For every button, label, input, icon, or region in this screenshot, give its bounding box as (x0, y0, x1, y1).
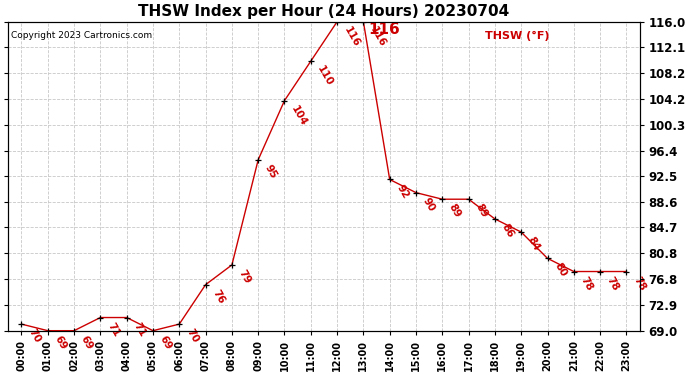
Text: 69: 69 (52, 334, 68, 351)
Text: 78: 78 (605, 274, 621, 292)
Text: 86: 86 (500, 222, 515, 240)
Text: 79: 79 (237, 268, 253, 286)
Text: 110: 110 (315, 64, 335, 88)
Text: 80: 80 (552, 261, 568, 279)
Text: 116: 116 (342, 25, 362, 49)
Text: 70: 70 (184, 327, 200, 345)
Text: 71: 71 (105, 321, 121, 338)
Text: 84: 84 (526, 235, 542, 253)
Text: Copyright 2023 Cartronics.com: Copyright 2023 Cartronics.com (12, 31, 152, 40)
Text: 76: 76 (210, 288, 226, 305)
Text: 78: 78 (578, 274, 595, 292)
Text: 69: 69 (158, 334, 174, 351)
Text: 116: 116 (368, 22, 400, 37)
Text: 71: 71 (131, 321, 148, 338)
Text: 116: 116 (368, 25, 388, 49)
Text: THSW (°F): THSW (°F) (485, 31, 549, 41)
Text: 104: 104 (289, 104, 309, 128)
Text: 89: 89 (473, 202, 489, 220)
Text: 95: 95 (263, 163, 279, 180)
Title: THSW Index per Hour (24 Hours) 20230704: THSW Index per Hour (24 Hours) 20230704 (138, 4, 510, 19)
Text: 69: 69 (79, 334, 95, 351)
Text: 78: 78 (631, 274, 647, 292)
Text: 92: 92 (395, 183, 411, 200)
Text: 70: 70 (26, 327, 42, 345)
Text: 90: 90 (421, 196, 437, 213)
Text: 89: 89 (447, 202, 463, 220)
